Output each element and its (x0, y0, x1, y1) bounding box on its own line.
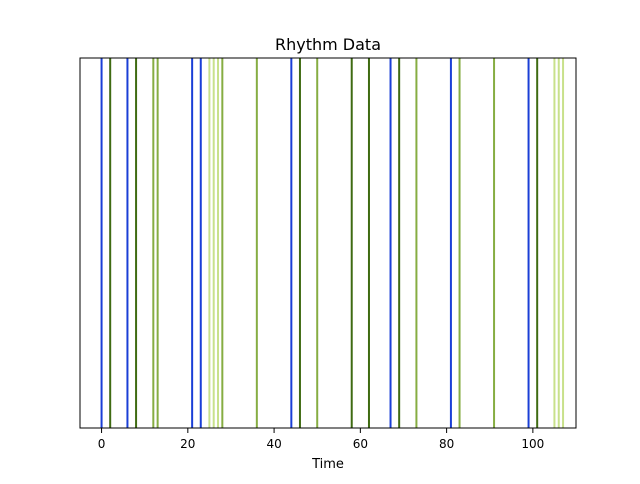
chart-title: Rhythm Data (275, 35, 381, 54)
event-lines-layer (100, 58, 565, 428)
x-tick-label: 100 (521, 437, 544, 451)
plot-frame (79, 57, 577, 429)
x-axis-label: Time (311, 457, 344, 472)
x-tick-label: 0 (98, 437, 106, 451)
x-tick-label: 20 (180, 437, 195, 451)
x-tick-label: 40 (266, 437, 281, 451)
x-axis-ticks: 0 20 40 60 80 100 (98, 428, 544, 451)
x-tick-label: 80 (439, 437, 454, 451)
x-tick-label: 60 (353, 437, 368, 451)
